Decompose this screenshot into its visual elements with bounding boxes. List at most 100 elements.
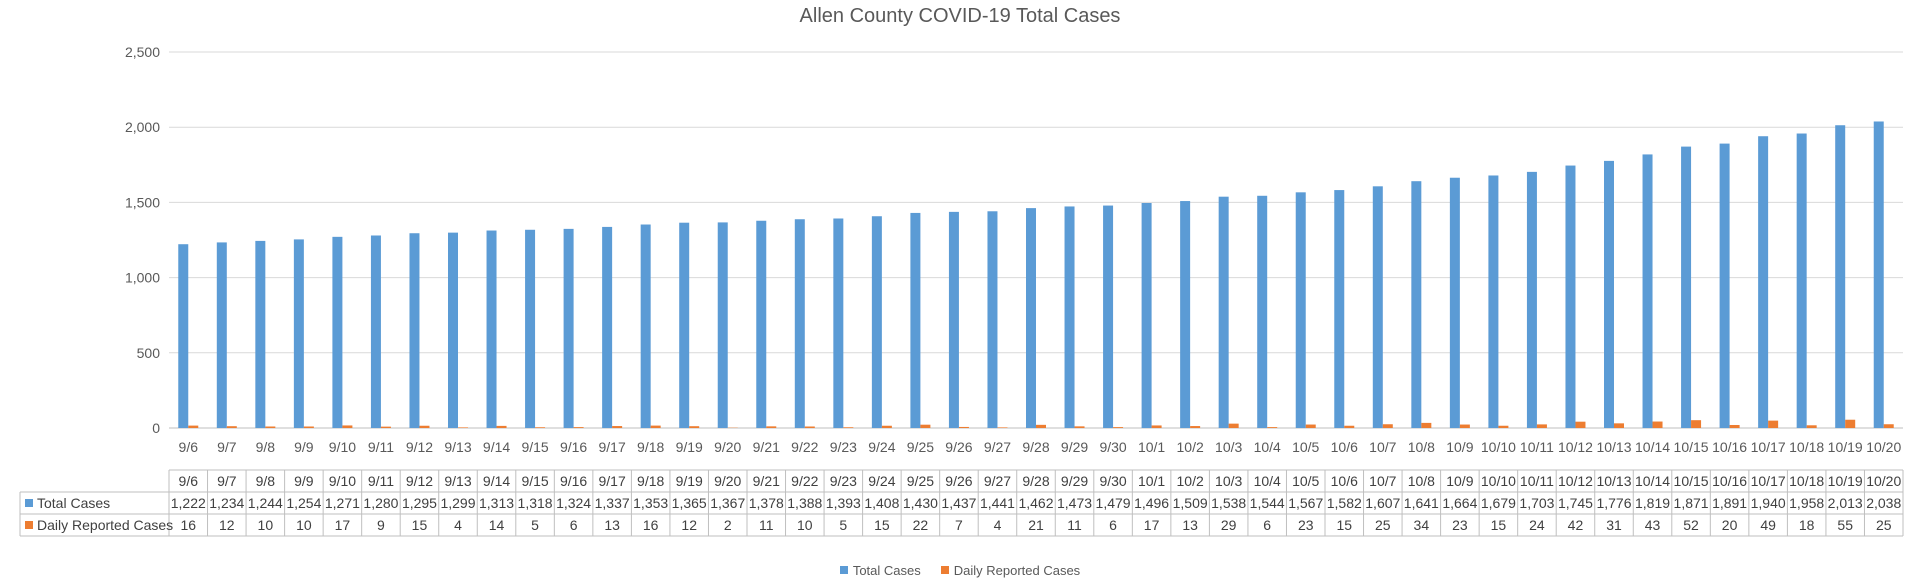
table-header-cell: 9/26: [945, 473, 972, 489]
bar-daily-reported-cases: [1305, 424, 1316, 428]
bar-total-cases: [1604, 160, 1614, 429]
table-value-cell: 1,430: [903, 495, 938, 511]
table-value-cell: 4: [994, 517, 1002, 533]
table-value-cell: 21: [1028, 517, 1044, 533]
table-value-cell: 1,441: [980, 495, 1015, 511]
table-header-cell: 9/24: [868, 473, 895, 489]
table-value-cell: 11: [759, 517, 774, 533]
bar-total-cases: [1681, 146, 1692, 428]
table-value-cell: 1,607: [1365, 495, 1400, 511]
x-tick-label: 10/11: [1520, 439, 1554, 455]
table-value-cell: 1,871: [1674, 495, 1709, 511]
table-value-cell: 1,776: [1596, 495, 1631, 511]
x-tick-label: 9/11: [368, 439, 394, 455]
table-value-cell: 31: [1606, 517, 1622, 533]
bar-total-cases: [525, 229, 536, 428]
bar-daily-reported-cases: [496, 425, 507, 428]
table-value-cell: 55: [1837, 517, 1853, 533]
table-value-cell: 15: [1491, 517, 1507, 533]
bar-daily-reported-cases: [1729, 424, 1740, 428]
table-value-cell: 1,462: [1018, 495, 1053, 511]
bar-daily-reported-cases: [1267, 427, 1278, 428]
bar-total-cases: [640, 224, 651, 428]
table-value-cell: 1,318: [518, 495, 553, 511]
bar-daily-reported-cases: [1652, 421, 1663, 428]
table-value-cell: 10: [296, 517, 312, 533]
bar-total-cases: [1488, 175, 1499, 428]
table-value-cell: 1,567: [1288, 495, 1323, 511]
table-header-cell: 10/10: [1481, 473, 1516, 489]
bar-daily-reported-cases: [265, 426, 276, 428]
table-header-cell: 10/16: [1712, 473, 1747, 489]
table-value-cell: 43: [1645, 517, 1661, 533]
chart-title: Allen County COVID-19 Total Cases: [799, 5, 1121, 27]
table-header-cell: 9/11: [368, 473, 394, 489]
bar-daily-reported-cases: [612, 426, 623, 428]
bar-total-cases: [871, 216, 882, 428]
bar-series: [178, 121, 1894, 429]
x-tick-label: 9/20: [714, 439, 741, 455]
table-value-cell: 16: [643, 517, 659, 533]
x-tick-label: 9/8: [256, 439, 276, 455]
table-value-cell: 12: [219, 517, 235, 533]
x-tick-label: 9/28: [1022, 439, 1049, 455]
bar-total-cases: [332, 236, 343, 428]
x-tick-label: 10/4: [1254, 439, 1281, 455]
x-tick-label: 9/15: [521, 439, 548, 455]
bar-daily-reported-cases: [1036, 424, 1046, 428]
x-axis: 9/6 9/7 9/8 9/9 9/10 9/11 9/12 9/13 9/14 9/15 9/16…: [179, 439, 1902, 455]
table-header-cell: 9/27: [984, 473, 1011, 489]
data-table: 9/6 9/7 9/8 9/9 9/10 9/11 9/12 9/13 9/14 9/15 9/16…: [19, 469, 1904, 537]
bar-daily-reported-cases: [1344, 425, 1355, 428]
bar-daily-reported-cases: [1691, 420, 1702, 428]
table-header-cell: 9/17: [599, 473, 626, 489]
bar-daily-reported-cases: [1845, 419, 1856, 428]
table-value-cell: 1,538: [1211, 495, 1246, 511]
table-header-cell: 9/10: [329, 473, 356, 489]
table-value-cell: 1,280: [363, 495, 398, 511]
bar-total-cases: [1411, 181, 1422, 428]
bar-daily-reported-cases: [1151, 425, 1162, 428]
bar-total-cases: [794, 219, 805, 428]
bar-daily-reported-cases: [380, 426, 391, 428]
bar-daily-reported-cases: [573, 427, 584, 428]
bar-total-cases: [717, 222, 728, 428]
table-value-cell: 1,271: [325, 495, 360, 511]
table-value-cell: 1,234: [209, 495, 244, 511]
table-value-cell: 16: [180, 517, 196, 533]
x-tick-label: 10/18: [1789, 439, 1824, 455]
bar-daily-reported-cases: [1228, 423, 1239, 428]
table-value-cell: 18: [1799, 517, 1815, 533]
x-tick-label: 9/25: [907, 439, 934, 455]
table-header-cell: 9/29: [1061, 473, 1088, 489]
bar-total-cases: [1141, 203, 1152, 428]
x-tick-label: 10/1: [1138, 439, 1165, 455]
table-value-cell: 2: [724, 517, 732, 533]
y-tick-label: 500: [137, 345, 161, 361]
legend-item: Total Cases: [839, 563, 921, 578]
table-row-label: Daily Reported Cases: [37, 517, 173, 533]
bar-total-cases: [1565, 165, 1576, 428]
table-value-cell: 1,582: [1327, 495, 1362, 511]
table-value-cell: 24: [1529, 517, 1545, 533]
table-value-cell: 1,299: [440, 495, 475, 511]
table-row-label: Total Cases: [37, 495, 110, 511]
table-value-cell: 1,473: [1057, 495, 1092, 511]
bar-daily-reported-cases: [535, 427, 546, 428]
x-tick-label: 9/19: [676, 439, 703, 455]
table-value-cell: 1,641: [1404, 495, 1439, 511]
bar-total-cases: [216, 242, 227, 428]
table-header-cell: 9/9: [294, 473, 314, 489]
table-value-cell: 6: [570, 517, 578, 533]
bar-total-cases: [987, 211, 998, 428]
table-value-cell: 1,367: [710, 495, 745, 511]
bar-total-cases: [370, 235, 381, 428]
bar-total-cases: [1873, 121, 1884, 428]
table-value-cell: 1,479: [1096, 495, 1131, 511]
bar-daily-reported-cases: [689, 426, 700, 428]
table-header-cell: 9/28: [1022, 473, 1049, 489]
bar-total-cases: [1796, 133, 1807, 429]
table-value-cell: 5: [839, 517, 847, 533]
x-tick-label: 10/16: [1712, 439, 1747, 455]
table-value-cell: 23: [1298, 517, 1314, 533]
